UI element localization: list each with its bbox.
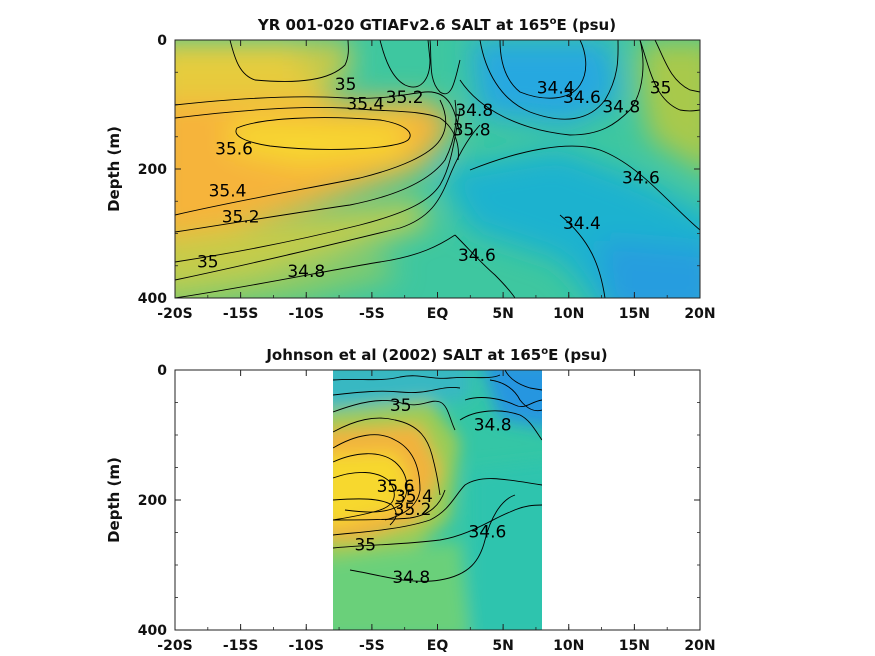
contour-label: 34.8 — [474, 415, 512, 435]
contour-label: 35 — [354, 536, 376, 556]
y-tick-label: 0 — [157, 363, 167, 379]
contour-label: 34.8 — [287, 262, 325, 282]
x-tick-label: -5S — [359, 306, 385, 322]
y-tick-label: 200 — [138, 162, 167, 178]
panel-gtiaf: YR 001-020 GTIAFv2.6 SALT at 165oE (psu) — [105, 16, 716, 322]
x-tick-label: -15S — [223, 306, 258, 322]
contour-label: 35 — [390, 396, 412, 416]
contour-label: 34.4 — [537, 78, 575, 98]
contour-label: 35 — [650, 78, 672, 98]
contour-label: 35.2 — [222, 207, 260, 227]
contour-label: 34.6 — [622, 169, 660, 189]
contour-lines — [333, 370, 542, 582]
contour-label: 35.4 — [209, 182, 247, 202]
panel-johnson: Johnson et al (2002) SALT at 165oE (psu) — [105, 346, 716, 654]
contour-label: 35.8 — [453, 120, 491, 140]
contour-label: 35 — [197, 253, 219, 273]
x-tick-label: -20S — [157, 638, 192, 654]
x-tick-label: 10N — [553, 306, 584, 322]
contour-label: 34.6 — [468, 523, 506, 543]
y-axis-label: Depth (m) — [105, 126, 123, 212]
x-tick-label: 20N — [684, 306, 715, 322]
x-tick-label: -10S — [289, 638, 324, 654]
y-tick-label: 400 — [138, 623, 167, 639]
x-tick-label: 20N — [684, 638, 715, 654]
contour-label: 34.8 — [602, 98, 640, 118]
x-tick-label: 15N — [619, 638, 650, 654]
contour-label: 35.2 — [386, 88, 424, 108]
x-tick-label: -5S — [359, 638, 385, 654]
y-tick-label: 200 — [138, 493, 167, 509]
contour-label: 35 — [335, 75, 357, 95]
y-axis-label: Depth (m) — [105, 457, 123, 543]
contour-lines — [175, 40, 700, 298]
contour-label: 34.8 — [455, 101, 493, 121]
y-tick-label: 400 — [138, 291, 167, 307]
contour-label: 34.8 — [392, 568, 430, 588]
x-tick-label: 10N — [553, 638, 584, 654]
x-tick-label: EQ — [427, 638, 449, 654]
contour-label: 35.2 — [394, 500, 432, 520]
x-tick-label: -20S — [157, 306, 192, 322]
x-tick-label: 5N — [492, 638, 513, 654]
x-tick-label: 5N — [492, 306, 513, 322]
x-tick-label: -10S — [289, 306, 324, 322]
contour-label: 34.4 — [563, 214, 601, 234]
contour-label: 35.4 — [346, 95, 384, 115]
contour-label: 34.6 — [458, 246, 496, 266]
axes: -20S -15S -10S -5S EQ 5N 10N 15N 20N 0 200 400 — [138, 363, 716, 654]
y-tick-label: 0 — [157, 33, 167, 49]
contour-label: 35.6 — [215, 140, 253, 160]
contour-label: 35.6 — [377, 477, 415, 497]
contour-label: 35.4 — [395, 487, 433, 507]
x-tick-label: EQ — [427, 306, 449, 322]
contour-labels: 35 34.8 35.635.435.2 35 34.6 34.8 — [354, 396, 511, 588]
x-tick-label: 15N — [619, 306, 650, 322]
chart-title: Johnson et al (2002) SALT at 165oE (psu) — [265, 346, 607, 364]
contour-label: 34.6 — [563, 88, 601, 108]
axes: -20S -15S -10S -5S EQ 5N 10N 15N 20N 0 200 400 — [138, 33, 716, 322]
chart-title: YR 001-020 GTIAFv2.6 SALT at 165oE (psu) — [257, 16, 616, 34]
x-tick-label: -15S — [223, 638, 258, 654]
